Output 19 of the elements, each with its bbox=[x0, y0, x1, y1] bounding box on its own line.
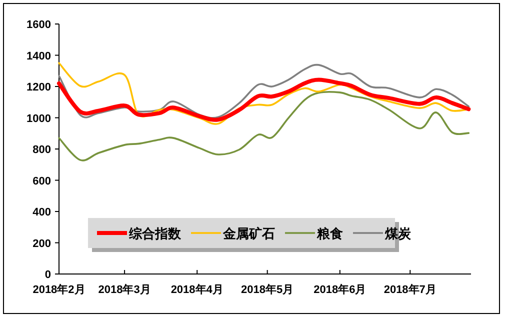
y-tick-label: 1600 bbox=[26, 19, 51, 31]
x-tick-label: 2018年2月 bbox=[32, 283, 86, 296]
legend-label: 金属矿石 bbox=[222, 226, 275, 241]
x-tick-label: 2018年7月 bbox=[384, 283, 436, 296]
y-tick-label: 0 bbox=[44, 269, 51, 281]
y-tick-label: 400 bbox=[32, 206, 51, 218]
x-tick-label: 2018年5月 bbox=[241, 283, 294, 296]
x-tick-label: 2018年4月 bbox=[170, 283, 224, 296]
x-tick-label: 2018年3月 bbox=[98, 283, 151, 296]
y-tick-label: 1400 bbox=[26, 50, 51, 62]
y-tick-label: 1000 bbox=[26, 112, 51, 125]
y-tick-label: 200 bbox=[32, 238, 51, 250]
y-tick-label: 1200 bbox=[26, 82, 51, 94]
legend-label: 煤炭 bbox=[384, 226, 412, 241]
y-tick-label: 800 bbox=[32, 144, 51, 156]
y-tick-label: 600 bbox=[32, 175, 51, 188]
legend-label: 综合指数 bbox=[128, 226, 182, 241]
legend-label: 粮食 bbox=[316, 226, 343, 241]
x-tick-label: 2018年6月 bbox=[314, 283, 366, 296]
